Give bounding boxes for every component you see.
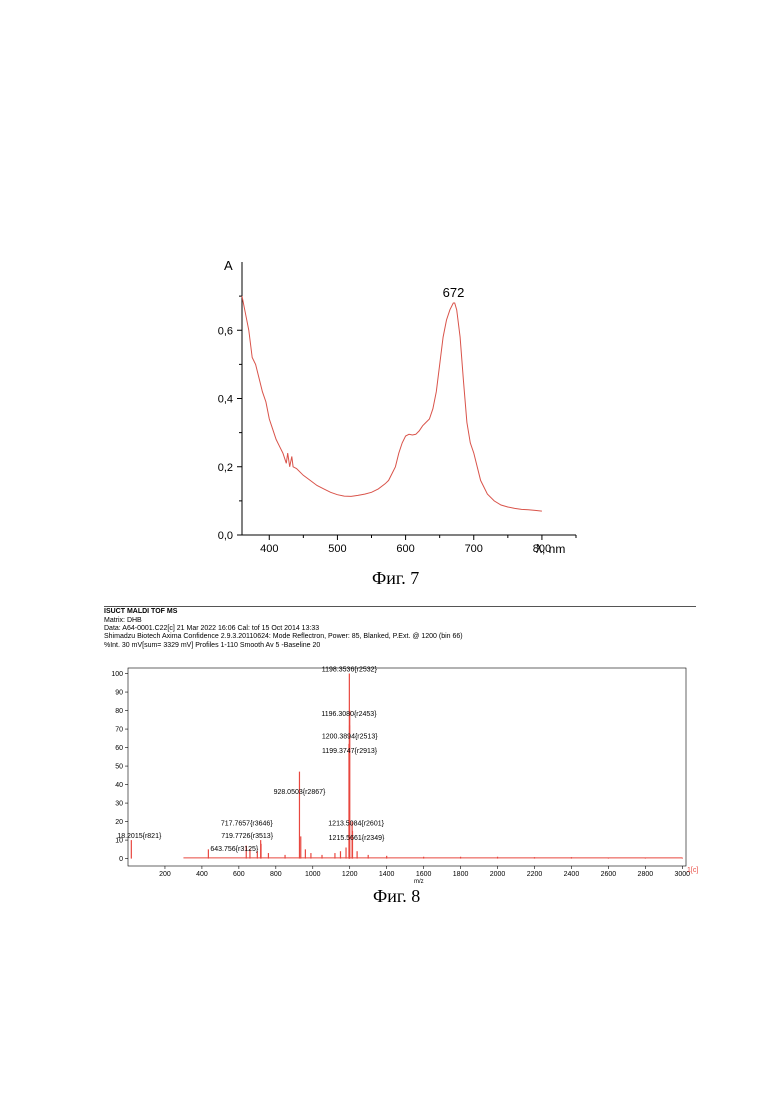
fig8-y-tick-label: 50 bbox=[115, 764, 123, 771]
fig8-x-tick-label: 1200 bbox=[342, 871, 358, 878]
fig7-x-tick-label: 500 bbox=[328, 543, 346, 555]
fig8-y-tick-label: 0 bbox=[119, 856, 123, 863]
ms-header-instrument: Shimadzu Biotech Axima Confidence 2.9.3.… bbox=[104, 633, 463, 640]
fig7-x-tick-label: 700 bbox=[465, 543, 483, 555]
fig8-axes bbox=[128, 668, 686, 866]
fig8-peak-label: 717.7657{r3646} bbox=[221, 820, 273, 827]
fig8-y-tick-label: 90 bbox=[115, 690, 123, 697]
fig8-peak-label: 18.2015{r821} bbox=[117, 833, 162, 840]
fig8-x-tick-label: 400 bbox=[196, 871, 208, 878]
fig8-x-tick-label: 600 bbox=[233, 871, 245, 878]
ms-header-data: Data: A64-0001.C22[c] 21 Mar 2022 16:06 … bbox=[104, 625, 319, 632]
fig8-x-tick-label: 200 bbox=[159, 871, 171, 878]
fig8-peak-label: 1213.5084{r2601} bbox=[328, 820, 384, 827]
fig8-x-tick-label: 800 bbox=[270, 871, 282, 878]
fig8-peak-label: 1196.3080{r2453} bbox=[321, 711, 377, 718]
fig7-axes bbox=[242, 262, 576, 535]
fig8-x-tick-label: 2800 bbox=[638, 871, 654, 878]
fig8-y-tick-label: 80 bbox=[115, 708, 123, 715]
fig7-y-tick-label: 0,2 bbox=[218, 462, 233, 474]
fig7-x-tick-label: 600 bbox=[396, 543, 414, 555]
fig8-y-tick-label: 100 bbox=[111, 671, 123, 678]
fig8-x-tick-label: 1000 bbox=[305, 871, 321, 878]
fig8-peak-label: 1198.3536{r2532} bbox=[322, 667, 378, 674]
fig8-y-tick-label: 40 bbox=[115, 782, 123, 789]
fig7-y-tick-label: 0,4 bbox=[218, 394, 233, 406]
fig8-peak-label: 643.756{r3125} bbox=[210, 846, 259, 853]
ms-header-intensity: %Int. 30 mV[sum= 3329 mV] Profiles 1-110… bbox=[104, 642, 320, 649]
fig8-plot-frame bbox=[128, 668, 686, 866]
absorption-spectrum-chart: 4005006007008000,00,20,40,6 A λ, nm 672 bbox=[0, 0, 780, 600]
fig8-peak-label: 1215.5661{r2349} bbox=[329, 835, 385, 842]
fig8-x-tick-label: 2400 bbox=[564, 871, 580, 878]
fig8-peak-label: 928.0503{r2867} bbox=[274, 789, 326, 796]
fig8-peak-label: 719.7726{r3513} bbox=[221, 833, 273, 840]
fig8-x-axis-label: m/z bbox=[414, 879, 424, 885]
fig8-y-tick-label: 10 bbox=[115, 838, 123, 845]
peak-annotation-672: 672 bbox=[443, 285, 465, 300]
absorption-series-line bbox=[242, 296, 542, 511]
fig7-x-tick-label: 400 bbox=[260, 543, 278, 555]
fig8-x-tick-label: 2600 bbox=[601, 871, 617, 878]
fig8-y-tick-label: 60 bbox=[115, 745, 123, 752]
fig8-x-tick-label: 1800 bbox=[453, 871, 469, 878]
fig8-x-axis-end-label: 1[c] bbox=[687, 867, 698, 874]
fig8-x-tick-label: 2000 bbox=[490, 871, 506, 878]
fig7-y-tick-label: 0,6 bbox=[218, 325, 233, 337]
fig8-y-tick-label: 20 bbox=[115, 819, 123, 826]
figure-7-caption: Фиг. 7 bbox=[372, 568, 419, 589]
fig7-y-axis-label: A bbox=[224, 258, 233, 273]
fig7-y-tick-label: 0,0 bbox=[218, 530, 233, 542]
fig8-ticks: 2004006008001000120014001600180020002200… bbox=[111, 671, 690, 878]
fig8-x-tick-label: 1600 bbox=[416, 871, 432, 878]
fig7-x-axis-label: λ, nm bbox=[536, 542, 565, 556]
fig8-peak-labels: 1198.3536{r2532} 1196.3080{r2453} 1200.389… bbox=[117, 667, 385, 853]
fig8-peaks bbox=[131, 674, 682, 859]
fig8-x-tick-label: 2200 bbox=[527, 871, 543, 878]
fig8-x-tick-label: 1400 bbox=[379, 871, 395, 878]
ms-header-title: ISUCT MALDI TOF MS bbox=[104, 608, 177, 615]
figure-8-caption: Фиг. 8 bbox=[373, 886, 420, 907]
fig8-x-tick-label: 3000 bbox=[675, 871, 691, 878]
ms-header-matrix: Matrix: DHB bbox=[104, 617, 142, 624]
fig8-y-tick-label: 30 bbox=[115, 801, 123, 808]
header-rule bbox=[104, 606, 696, 607]
fig8-y-tick-label: 70 bbox=[115, 727, 123, 734]
fig8-peak-label: 1200.3894{r2513} bbox=[322, 733, 378, 740]
fig8-peak-label: 1199.3747{r2913} bbox=[322, 748, 378, 755]
